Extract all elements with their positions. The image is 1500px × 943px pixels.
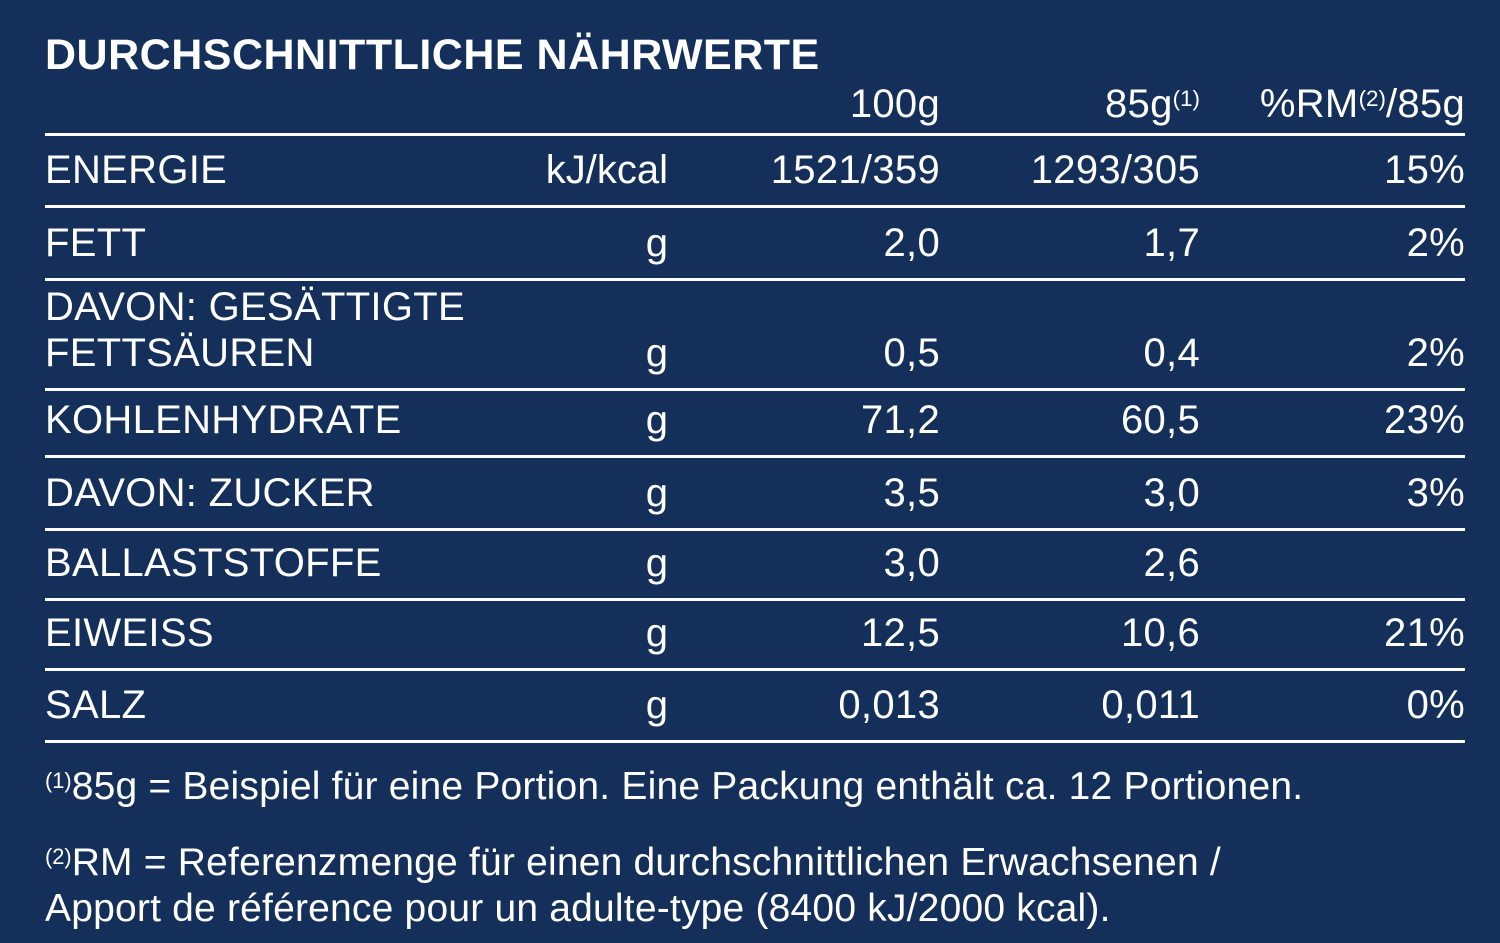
table-row-ballaststoffe: BALLASTSTOFFE g 3,0 2,6 xyxy=(45,531,1465,601)
column-header-rm-per-85g: %RM(2)/85g xyxy=(1259,82,1465,127)
value-per-100g: 3,5 xyxy=(883,471,940,515)
nutrient-label: EIWEISS xyxy=(45,611,214,655)
value-rm-percent: 2% xyxy=(1406,221,1465,265)
footnote-marker-2: (2) xyxy=(1358,86,1386,111)
unit-cell: g xyxy=(645,398,668,442)
value-per-85g: 60,5 xyxy=(1120,398,1200,442)
value-per-100g: 0,013 xyxy=(838,683,940,727)
value-per-100g: 2,0 xyxy=(883,221,940,265)
unit-cell: g xyxy=(645,221,668,265)
value-per-85g: 1,7 xyxy=(1143,221,1200,265)
nutrient-label: BALLASTSTOFFE xyxy=(45,541,382,585)
value-per-85g: 1293/305 xyxy=(1030,148,1200,192)
value-per-100g: 3,0 xyxy=(883,541,940,585)
value-rm-percent: 15% xyxy=(1384,148,1465,192)
value-per-100g: 1521/359 xyxy=(770,148,940,192)
footnote-marker-1: (1) xyxy=(1172,86,1200,111)
value-rm-percent: 0% xyxy=(1406,683,1465,727)
value-per-100g: 71,2 xyxy=(860,398,940,442)
value-rm-percent: 21% xyxy=(1384,611,1465,655)
value-rm-percent: 3% xyxy=(1406,471,1465,515)
table-row-kohlenhydrate: KOHLENHYDRATE g 71,2 60,5 23% xyxy=(45,391,1465,458)
column-header-100g: 100g xyxy=(849,82,940,127)
table-row-gesaettigte-fettsaeuren: DAVON: GESÄTTIGTE FETTSÄUREN g 0,5 0,4 2… xyxy=(45,281,1465,391)
value-per-100g: 12,5 xyxy=(860,611,940,655)
page-title: DURCHSCHNITTLICHE NÄHRWERTE xyxy=(45,31,820,79)
unit-cell: g xyxy=(645,331,668,375)
unit-cell: g xyxy=(645,471,668,515)
footnote-marker-2: (2) xyxy=(45,843,72,869)
value-per-85g: 3,0 xyxy=(1143,471,1200,515)
table-row-zucker: DAVON: ZUCKER g 3,5 3,0 3% xyxy=(45,458,1465,531)
nutrient-label: ENERGIE xyxy=(45,148,228,192)
footnote-marker-1: (1) xyxy=(45,768,72,793)
table-column-headers: 100g 85g(1) %RM(2)/85g xyxy=(45,78,1465,133)
column-header-85g: 85g(1) xyxy=(1104,82,1200,127)
value-rm-percent: 2% xyxy=(1406,331,1465,375)
nutrition-table: ENERGIE kJ/kcal 1521/359 1293/305 15% FE… xyxy=(45,133,1465,743)
nutrient-label: DAVON: ZUCKER xyxy=(45,471,375,515)
unit-cell: g xyxy=(645,683,668,727)
footnote-reference-amount: (2)RM = Referenzmenge für einen durchsch… xyxy=(45,840,1221,930)
value-per-85g: 0,4 xyxy=(1143,331,1200,375)
unit-cell: kJ/kcal xyxy=(545,148,668,192)
table-row-salz: SALZ g 0,013 0,011 0% xyxy=(45,671,1465,743)
unit-cell: g xyxy=(645,541,668,585)
value-per-85g: 10,6 xyxy=(1120,611,1200,655)
value-rm-percent: 23% xyxy=(1384,398,1465,442)
table-row-energie: ENERGIE kJ/kcal 1521/359 1293/305 15% xyxy=(45,136,1465,208)
nutrient-label: KOHLENHYDRATE xyxy=(45,398,402,442)
value-per-85g: 0,011 xyxy=(1101,683,1200,727)
footnotes: (1)85g = Beispiel für eine Portion. Eine… xyxy=(45,758,1465,932)
value-per-100g: 0,5 xyxy=(883,331,940,375)
table-row-eiweiss: EIWEISS g 12,5 10,6 21% xyxy=(45,601,1465,671)
value-per-85g: 2,6 xyxy=(1143,541,1200,585)
unit-cell: g xyxy=(645,611,668,655)
nutrient-label: FETT xyxy=(45,221,147,265)
footnote-portion: (1)85g = Beispiel für eine Portion. Eine… xyxy=(45,764,1304,808)
nutrient-label: SALZ xyxy=(45,683,147,727)
table-row-fett: FETT g 2,0 1,7 2% xyxy=(45,208,1465,281)
nutrient-label: DAVON: GESÄTTIGTE FETTSÄUREN xyxy=(45,285,465,375)
